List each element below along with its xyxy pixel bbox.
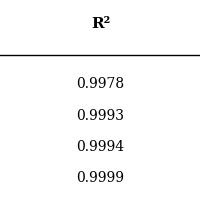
Text: R²: R² xyxy=(90,17,110,31)
Text: 0.9999: 0.9999 xyxy=(76,170,124,184)
Text: 0.9993: 0.9993 xyxy=(76,108,124,122)
Text: 0.9978: 0.9978 xyxy=(76,77,124,91)
Text: 0.9994: 0.9994 xyxy=(76,139,124,153)
